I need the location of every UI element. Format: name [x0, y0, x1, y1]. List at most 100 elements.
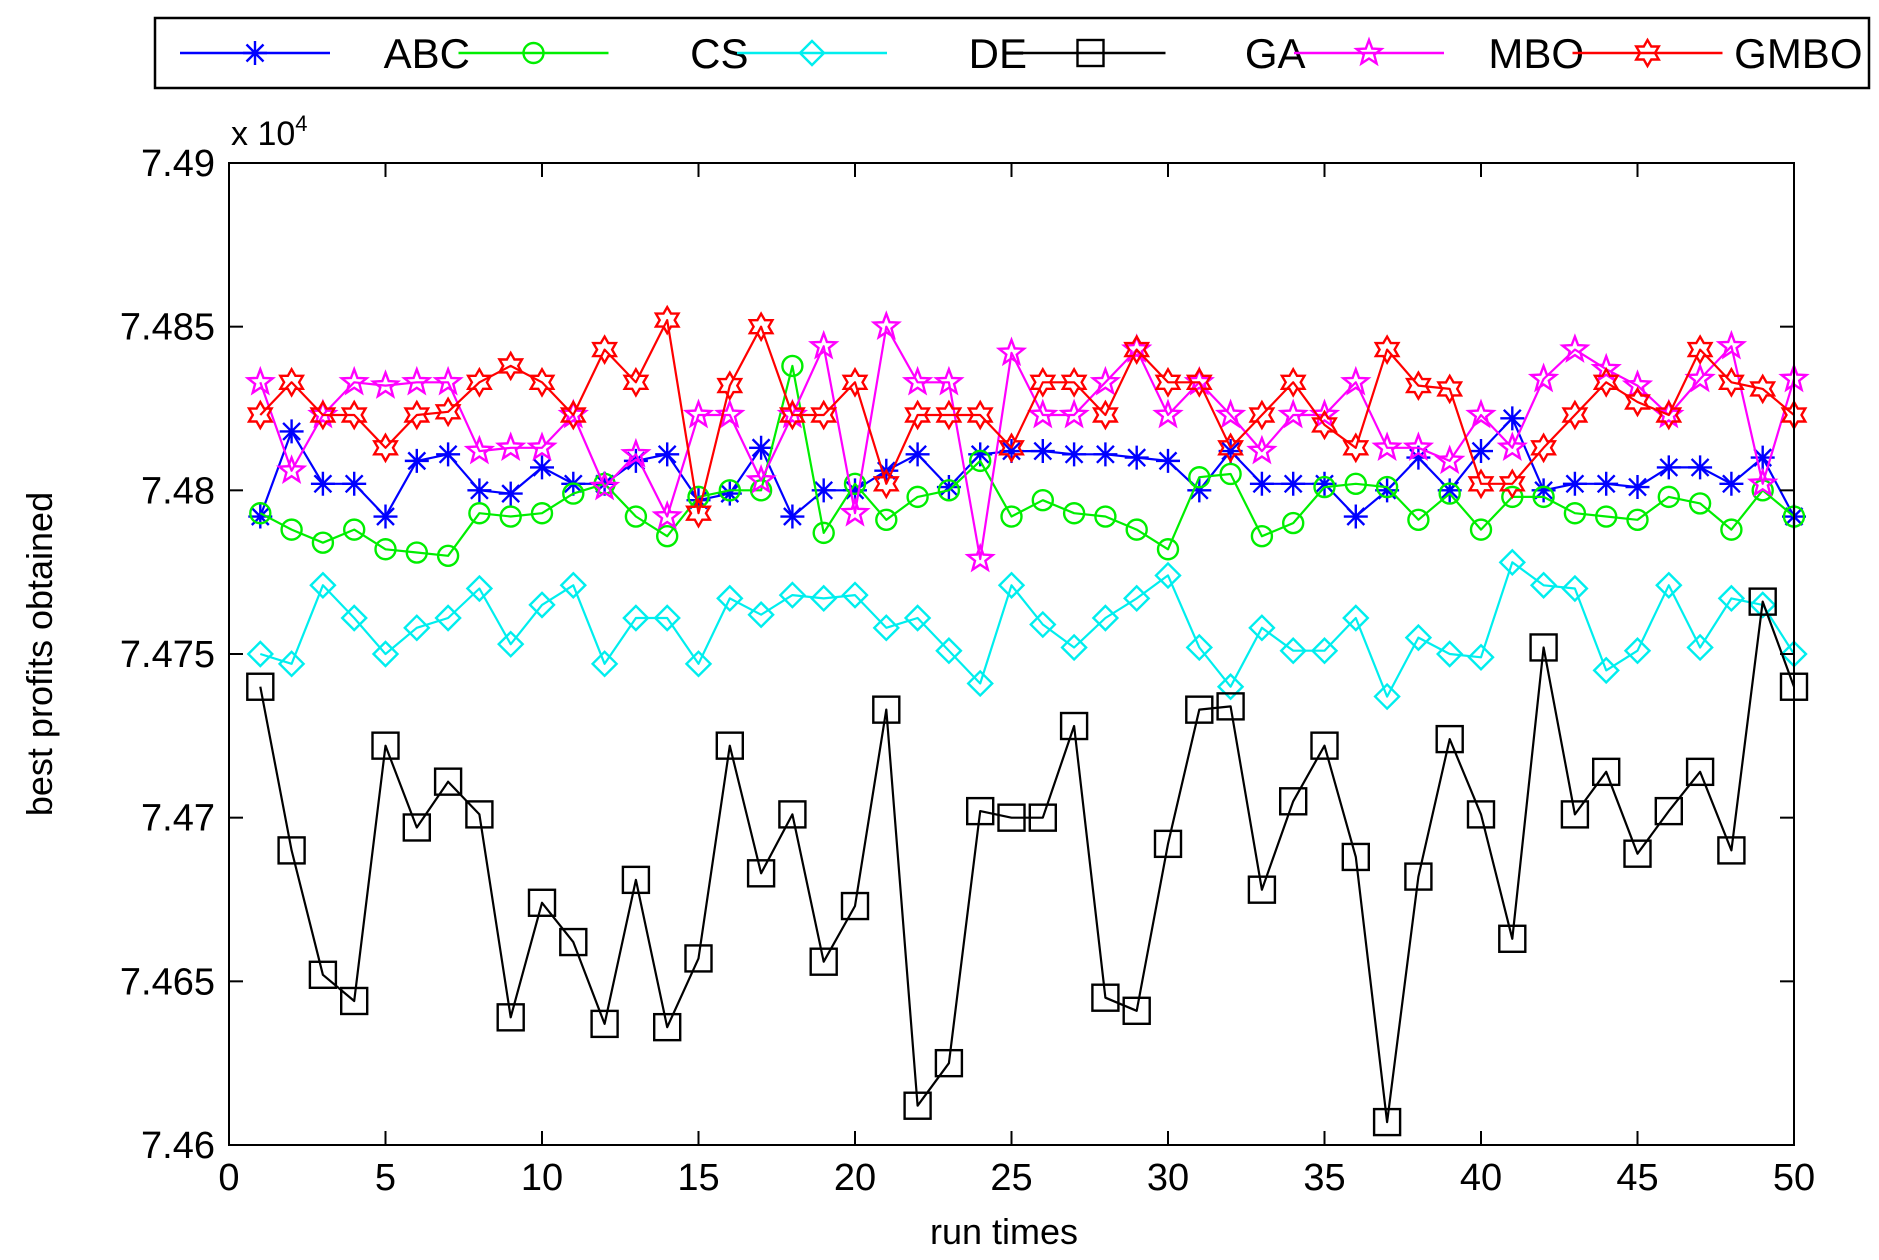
ga-point [1623, 839, 1652, 868]
ga-point [1185, 695, 1214, 724]
cs-point [875, 508, 898, 531]
cs-point [499, 505, 522, 528]
mbo-point [401, 365, 433, 396]
abc-point [1562, 471, 1587, 496]
gmbo-point [1498, 468, 1526, 500]
de-point [528, 591, 556, 619]
cs-point [1469, 518, 1493, 541]
mbo-point [1559, 333, 1591, 363]
cs-point [1407, 508, 1430, 531]
mbo-point [1277, 398, 1309, 429]
de-point [1561, 574, 1589, 603]
mbo-point [1527, 362, 1560, 393]
abc-point [1343, 504, 1368, 529]
de-point [1310, 637, 1339, 665]
mbo-point [995, 336, 1028, 367]
mbo-point [1152, 398, 1184, 429]
gmbo-point [778, 399, 806, 431]
mbo-point [1496, 431, 1528, 462]
ga-point [1591, 757, 1621, 787]
abc-point [530, 455, 554, 480]
x-tick-label: 50 [1773, 1157, 1815, 1199]
y-tick-label: 7.47 [141, 798, 215, 840]
abc-point [279, 419, 304, 444]
gmbo-point [904, 399, 932, 431]
de-point [590, 650, 619, 678]
ga-point [1216, 692, 1245, 721]
cs-point [468, 502, 491, 525]
x-tick-label: 45 [1616, 1157, 1658, 1199]
ga-point [621, 865, 651, 895]
abc-point [467, 478, 492, 503]
de-point [497, 630, 525, 658]
ga-point [746, 859, 776, 888]
gmbo-point [497, 350, 525, 382]
abc-point [1406, 445, 1431, 470]
de-point [1279, 637, 1307, 665]
cs-point [1532, 485, 1555, 509]
de-point [1404, 623, 1433, 652]
de-point [1185, 633, 1213, 662]
ga-point [1435, 724, 1464, 754]
gmbo-point [1592, 366, 1620, 398]
de-point [403, 614, 431, 642]
gmbo-point [1123, 334, 1151, 366]
ga-point [715, 731, 744, 760]
series-cs [249, 354, 1806, 567]
plot-area [229, 163, 1794, 1145]
abc-point [310, 471, 335, 496]
de-point [1216, 673, 1245, 701]
cs-point [1219, 462, 1242, 486]
ga-point [433, 767, 463, 796]
ga-point [997, 803, 1026, 832]
legend-marker-abc [243, 41, 267, 65]
de-point [778, 581, 807, 609]
ga-point [1341, 842, 1371, 872]
de-point [903, 604, 932, 632]
mbo-point [901, 365, 934, 396]
ga-point [559, 927, 588, 957]
cs-point [781, 354, 804, 378]
gmbo-point [1561, 399, 1589, 431]
mbo-point [1402, 431, 1435, 462]
x-tick-label: 30 [1147, 1157, 1189, 1199]
gmbo-point [1029, 366, 1057, 398]
ga-point [371, 731, 400, 760]
de-point [966, 669, 994, 698]
legend-marker-cs [522, 41, 545, 65]
mbo-point [839, 496, 871, 527]
de-point [935, 637, 963, 665]
legend-marker-mbo [1353, 36, 1385, 67]
de-point [1436, 640, 1464, 668]
gmbo-point [1405, 370, 1432, 402]
abc-point [780, 504, 805, 529]
ga-point [809, 947, 838, 976]
gmbo-point [1686, 334, 1714, 366]
y-tick-label: 7.465 [120, 961, 215, 1003]
abc-point [1030, 439, 1055, 464]
ga-point [903, 1091, 932, 1120]
cs-point [1563, 502, 1587, 525]
de-point [872, 614, 900, 642]
abc-point [436, 442, 461, 467]
legend-label-mbo: MBO [1488, 30, 1584, 77]
gmbo-point [591, 334, 618, 366]
gmbo-point [1436, 373, 1464, 405]
x-tick-label: 20 [834, 1157, 876, 1199]
abc-point [811, 478, 836, 503]
abc-point [1437, 478, 1462, 503]
abc-point [1656, 455, 1681, 480]
de-point [371, 640, 400, 668]
gmbo-point [1185, 366, 1213, 398]
gmbo-point [810, 399, 838, 431]
legend-label-abc: ABC [384, 30, 470, 77]
abc-point [1469, 439, 1493, 464]
abc-point [342, 471, 367, 496]
mbo-point [964, 542, 996, 573]
cs-point [1188, 466, 1211, 489]
cs-point [1062, 502, 1086, 525]
mbo-point [244, 365, 276, 396]
de-point [340, 604, 368, 632]
ticks-layer: 0 5 10 15 20 25 30 35 40 45 50 7.46 7.465 7.47 7.475 7.… [120, 143, 1815, 1199]
